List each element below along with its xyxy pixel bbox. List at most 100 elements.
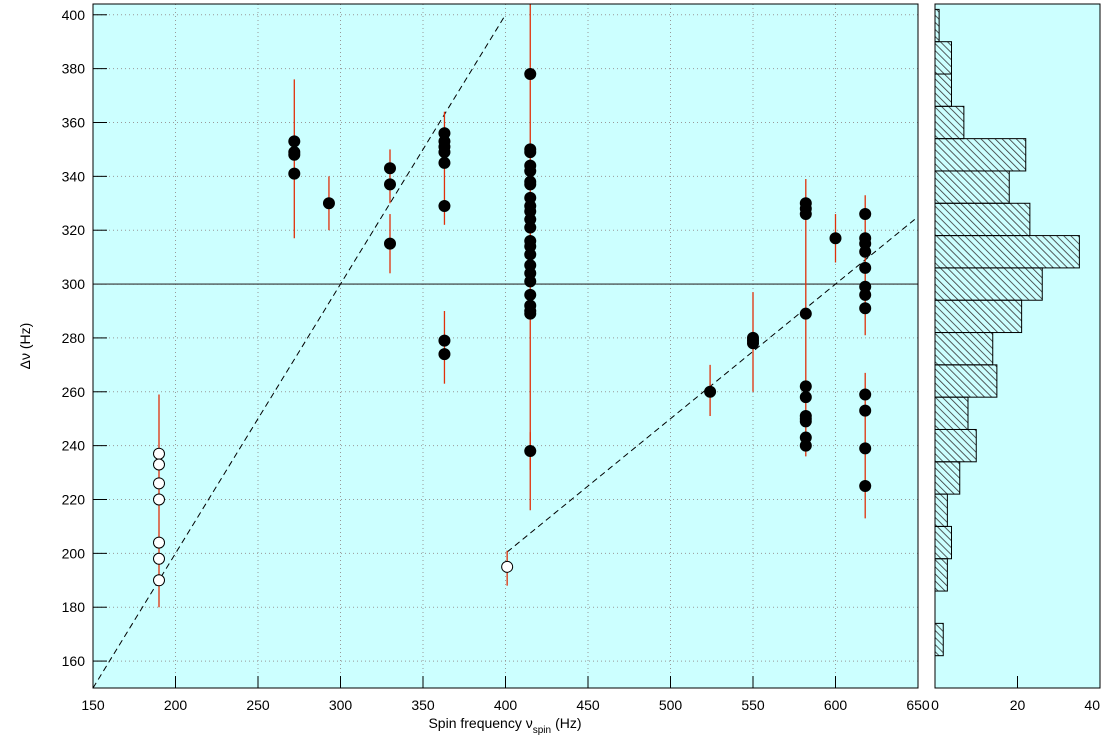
point (524, 178, 537, 191)
x-tick-label: 500 (659, 697, 683, 713)
point (859, 388, 872, 401)
hist-bar (934, 525, 952, 560)
hist-bar (934, 428, 977, 463)
point (799, 307, 812, 320)
point (288, 135, 301, 148)
point (153, 477, 165, 490)
point (153, 493, 165, 506)
x-tick-label: 400 (494, 697, 518, 713)
dashed-line (506, 216, 919, 553)
point (799, 391, 812, 404)
x-tick-label: 40 (1084, 697, 1100, 713)
hist-bar (934, 332, 994, 366)
hist-bar (934, 235, 1080, 269)
point (288, 167, 301, 180)
x-label-main: Spin frequency ν (428, 715, 532, 731)
point (501, 560, 514, 573)
hist-bar (934, 8, 940, 43)
y-tick-label: 380 (62, 61, 86, 77)
y-tick-label: 220 (62, 491, 86, 507)
y-tick-label: 280 (62, 330, 86, 346)
point (384, 237, 396, 250)
point (438, 199, 451, 212)
point (524, 146, 537, 159)
point (153, 552, 165, 565)
y-tick-label: 340 (62, 168, 86, 184)
hist-bar (934, 170, 1010, 204)
point (524, 164, 537, 177)
x-label-sub: spin (533, 725, 551, 736)
x-tick-label: 0 (931, 697, 939, 713)
y-tick-label: 400 (62, 7, 86, 23)
hist-bar (934, 461, 961, 495)
point (438, 146, 451, 159)
y-tick-label: 180 (62, 599, 86, 615)
hist-bar (934, 622, 944, 657)
x-tick-label: 250 (246, 697, 270, 713)
y-tick-label: 160 (62, 653, 86, 669)
x-tick-label: 550 (741, 697, 765, 713)
point (524, 221, 537, 234)
x-label-unit: (Hz) (555, 715, 581, 731)
hist-bar (934, 138, 1027, 172)
hist-bar (934, 41, 952, 75)
y-tick-label: 240 (62, 438, 86, 454)
plot-background (93, 4, 918, 688)
point (384, 178, 396, 191)
y-tick-label: 320 (62, 222, 86, 238)
point (524, 288, 537, 301)
x-tick-label: 600 (824, 697, 848, 713)
point (153, 458, 165, 471)
y-axis-label: Δν (Hz) (17, 323, 33, 370)
y-tick-label: 360 (62, 114, 86, 130)
x-tick-label: 20 (1010, 697, 1026, 713)
x-tick-label: 650 (906, 697, 930, 713)
hist-bar (934, 202, 1031, 237)
hist-bar (934, 396, 969, 430)
point (859, 208, 872, 221)
point (799, 380, 812, 393)
y-tick-label: 200 (62, 545, 86, 561)
hist-bar (934, 73, 952, 107)
y-tick-label: 260 (62, 384, 86, 400)
point (799, 208, 812, 221)
point (288, 148, 301, 161)
point (438, 348, 451, 361)
y-tick-label: 300 (62, 276, 86, 292)
x-axis-label: Spin frequency νspin (Hz) (428, 715, 581, 736)
point (859, 245, 872, 258)
point (153, 536, 165, 549)
point (859, 288, 872, 301)
x-tick-label: 150 (81, 697, 105, 713)
x-tick-label: 450 (576, 697, 600, 713)
hist-bar (934, 558, 948, 592)
point (704, 385, 717, 398)
point (524, 248, 537, 261)
point (747, 337, 759, 350)
point (799, 415, 812, 428)
point (524, 307, 537, 320)
point (859, 480, 872, 493)
x-tick-label: 300 (329, 697, 353, 713)
point (859, 404, 872, 417)
hist-frame (934, 3, 1101, 689)
point (384, 162, 396, 175)
point (524, 445, 537, 458)
hist-bar (934, 267, 1043, 301)
point (859, 302, 872, 315)
plot-frame (92, 3, 919, 689)
hist-bar (934, 105, 965, 140)
point (524, 68, 537, 81)
point (153, 447, 165, 460)
point (438, 156, 451, 169)
hist-bar (934, 299, 1023, 334)
hist-bar (934, 493, 948, 527)
point (859, 442, 872, 455)
point (438, 334, 451, 347)
point (524, 275, 537, 288)
hist-bar (934, 364, 998, 398)
point (153, 574, 165, 587)
point (829, 232, 842, 245)
point (799, 439, 812, 452)
